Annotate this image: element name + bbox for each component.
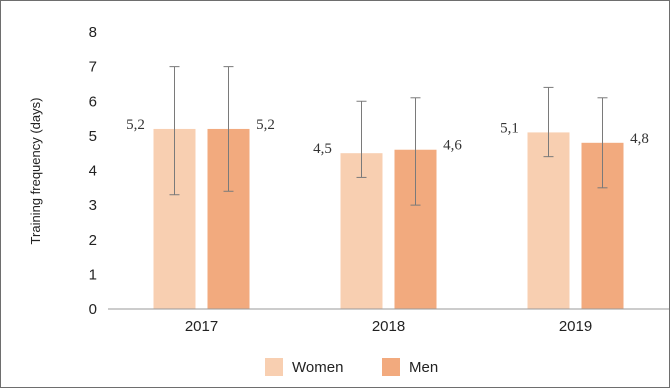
y-tick-label: 3	[89, 197, 97, 214]
legend: Women Men	[265, 358, 438, 376]
y-tick-label: 5	[89, 128, 97, 145]
y-tick-label: 8	[89, 24, 97, 41]
y-tick-label: 2	[89, 232, 97, 249]
error-bar-women-2018	[356, 100, 367, 178]
legend-swatch	[382, 358, 400, 376]
error-bar-men-2017	[223, 66, 234, 192]
y-tick-label: 0	[89, 301, 97, 318]
data-label-women-2017: 5,2	[126, 117, 145, 133]
y-tick-label: 4	[89, 163, 97, 180]
data-label-men-2018: 4,6	[443, 138, 462, 154]
x-tick-label: 2017	[185, 318, 218, 335]
x-tick-label: 2019	[559, 318, 592, 335]
data-label-women-2018: 4,5	[313, 141, 332, 157]
error-bar-men-2018	[410, 97, 421, 206]
y-tick-label: 7	[89, 59, 97, 76]
data-label-women-2019: 5,1	[500, 120, 519, 136]
y-tick-label: 6	[89, 93, 97, 110]
error-bar-women-2017	[169, 66, 180, 196]
error-bar-women-2019	[543, 86, 554, 158]
y-tick-label: 1	[89, 266, 97, 283]
legend-label: Men	[409, 359, 438, 376]
legend-label: Women	[292, 359, 343, 376]
bar-women-2019	[527, 132, 570, 309]
data-label-men-2019: 4,8	[630, 131, 649, 147]
legend-swatch	[265, 358, 283, 376]
bar-women-2018	[340, 153, 383, 309]
y-axis-label: Training frequency (days)	[28, 98, 43, 245]
error-bar-men-2019	[597, 97, 608, 189]
x-tick-label: 2018	[372, 318, 405, 335]
legend-item-women: Women	[265, 358, 343, 376]
data-label-men-2017: 5,2	[256, 117, 275, 133]
legend-item-men: Men	[382, 358, 438, 376]
